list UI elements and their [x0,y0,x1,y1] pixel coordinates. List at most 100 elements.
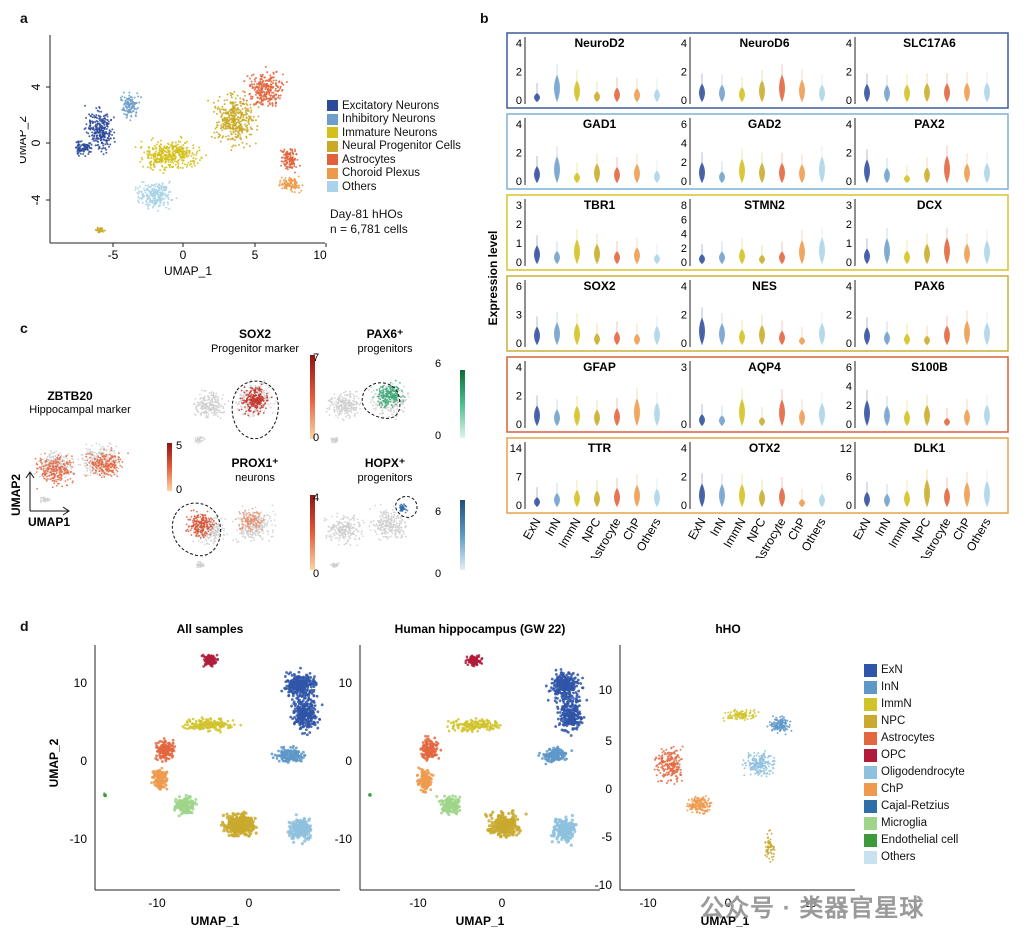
violin-ytick: 0 [681,95,687,107]
hho-npc [764,829,776,863]
panel-a-xtick: -5 [108,248,119,262]
pax6-subtitle: progenitors [357,343,413,355]
legend-item: Endothelial cell [864,832,965,849]
violin-ytick: 4 [516,119,522,131]
pax6-colorbar-max: 6 [435,358,441,370]
zbtb20-title: ZBTB20 [47,389,93,403]
chp-cluster [150,766,169,791]
exn-cluster [289,693,324,737]
umap1-arrowhead [62,506,70,516]
panel-a-ylabel: UMAP_2 [20,116,29,164]
panel-a-xtick: 10 [313,248,327,262]
violin-ytick: 0 [846,338,852,350]
violin-ytick: 3 [516,310,522,322]
exn-cluster [280,666,318,701]
hho-astrocytes [653,745,684,785]
panel-c-axis-y: UMAP2 [9,474,23,516]
panel-a-xlabel: UMAP_1 [164,264,212,278]
violin-ytick: 4 [846,119,852,131]
gene-title: GAD2 [748,117,782,131]
legend-item: ExN [864,662,965,679]
sox2-umap [192,379,278,445]
gene-title: STMN2 [744,198,785,212]
npc-cluster [207,90,260,152]
legend-label: InN [881,681,899,693]
violin-ytick: 4 [846,281,852,293]
zbtb20-colorbar [167,443,172,491]
gene-title: AQP4 [748,360,781,374]
violin-ytick: 4 [516,38,522,50]
gene-title: GAD1 [583,117,617,131]
mini-umap-background [368,503,410,541]
violin-ytick: 8 [681,200,687,212]
panel-b-ylabel: Expression level [486,231,500,326]
pax6-region-outline [361,382,401,419]
prox1-subtitle: neurons [235,472,275,484]
panel-a-scatter-cells [74,65,304,234]
violin-ytick: 0 [846,419,852,431]
legend-item: ChP [864,781,965,798]
panel-label-a: a [20,10,28,26]
pax6-colorbar [460,370,465,438]
panel-a-note-sample: Day-81 hHOs [330,207,403,221]
hopx-colorbar [460,500,465,570]
hho-oligo [741,749,776,778]
violin-ytick: 2 [516,219,522,231]
legend-item: Oligodendrocyte [864,764,965,781]
legend-label: Oligodendrocyte [881,766,965,778]
violin-ytick: 0 [516,419,522,431]
inhibitory-cluster [119,91,142,122]
legend-swatch [864,664,877,677]
panel-c-feature-plots: ZBTB20 Hippocampal marker SOX2 Progenito… [9,327,465,580]
violin-ytick: 3 [681,362,687,374]
legend-swatch [327,140,338,152]
violin-ytick: 6 [846,472,852,484]
gene-title: NeuroD6 [739,36,789,50]
legend-swatch [864,783,877,796]
panel-d-legend: ExN InN ImmN NPC Astrocytes OPC Oligodendrocyt… [864,662,965,866]
panel-b-row-frame [506,275,1009,352]
panel-a-ytick: -4 [29,194,43,205]
npc-small-cluster [94,226,106,234]
oligo-cluster [549,813,578,847]
oligo-cluster [286,813,313,846]
legend-item: NPC [864,713,965,730]
npc-cluster [219,810,259,838]
excitatory-cluster [83,104,116,156]
zbtb20-expression [34,452,76,490]
umap-all-samples [103,653,324,846]
panel-a-xtick: 0 [180,248,187,262]
violin-ytick: 0 [846,257,852,269]
violin-ytick: 0 [516,338,522,350]
umap-hippocampus [368,654,589,847]
gene-title: GFAP [583,360,616,374]
mini-umap-background [196,560,205,569]
panel-a-yticks: 4 0 -4 [29,83,50,205]
mini-umap-background [39,496,51,504]
violin-ytick: 2 [681,472,687,484]
hopx-colorbar-min: 0 [435,568,441,580]
legend-label: OPC [881,749,906,761]
legend-label: Choroid Plexus [342,167,420,180]
legend-label: Excitatory Neurons [342,99,440,112]
legend-item: OPC [864,747,965,764]
violin-ytick: 3 [516,200,522,212]
hopx-subtitle: progenitors [357,472,413,484]
legend-label: Astrocytes [881,732,935,744]
pax6-colorbar-min: 0 [435,430,441,442]
panel-d-xlabel-1: UMAP_1 [191,914,240,928]
legend-label: Astrocytes [342,153,396,166]
hopx-region-outline [395,496,418,518]
gene-title: SOX2 [583,279,615,293]
panel-b-violin-grid: Expression level NeuroD2 4 2 0 NeuroD6 4 2 0 SLC… [486,32,1009,558]
sox2-colorbar [310,355,315,439]
panel-a-ytick: 0 [29,139,43,146]
prox1-expression [234,507,266,533]
violin-ytick: 4 [516,362,522,374]
legend-swatch [864,800,877,813]
legend-label: Immature Neurons [342,126,438,139]
panel-d-ticks: 10 0 -10 -10 0 10 0 -10 -10 0 10 5 0 -5 … [70,676,817,910]
legend-item: Inhibitory Neurons [327,113,461,127]
chp-cluster [415,766,435,794]
